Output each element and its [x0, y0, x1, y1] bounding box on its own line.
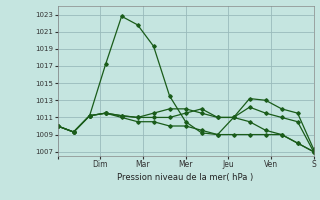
X-axis label: Pression niveau de la mer( hPa ): Pression niveau de la mer( hPa ) — [117, 173, 254, 182]
